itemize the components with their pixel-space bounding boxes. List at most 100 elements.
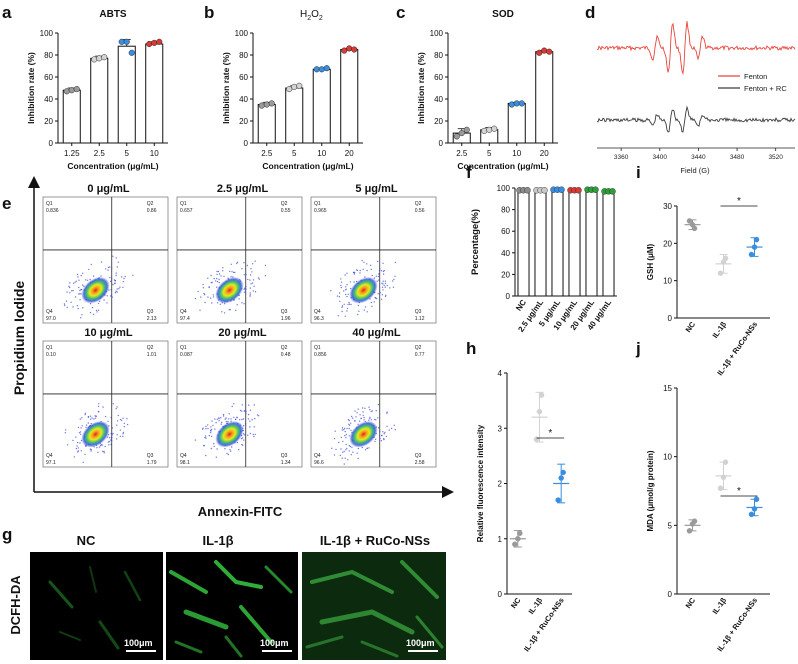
flow-q3-value: 1.34 [281,460,291,466]
flow-event-dot [84,412,87,414]
flow-event-dot [394,275,396,277]
flow-event-dot [392,280,394,282]
flow-event-dot [211,302,213,304]
flow-event-dot [362,411,364,413]
flow-q4-value: 97.0 [46,316,56,322]
fluor-ytick-label: 0 [498,590,503,599]
flow-event-dot [112,283,114,286]
flow-event-dot [346,310,348,312]
flow-event-dot [222,267,224,269]
fluor-xtick-label: NC [509,596,523,611]
flow-event-dot [347,293,349,295]
flow-event-dot [357,457,359,460]
flow-event-dot [239,409,242,412]
abts-ytick-label: 100 [40,29,54,38]
flow-event-dot [208,434,210,437]
flow-density-cloud [215,276,244,304]
pct-ytick-label: 60 [501,227,510,236]
flow-event-dot [339,300,341,302]
flow-event-dot [357,313,359,316]
flow-event-dot [330,290,332,292]
flow-event-dot [212,294,214,296]
epr-xtick-label: 3440 [691,154,706,161]
flow-event-dot [353,273,356,275]
flow-event-dot [394,261,397,264]
abts-point [63,88,70,95]
flow-event-dot [213,445,215,448]
flow-event-dot [355,416,357,418]
panel-letter-j: j [635,339,641,358]
flow-event-dot [380,440,383,442]
flow-event-dot [214,418,216,420]
flow-cytometry-grid: Propidium Iodide Annexin-FITC 0 μg/mLQ10… [11,176,454,519]
flow-event-dot [204,301,206,304]
flow-event-dot [212,424,214,427]
h2o2-title: H2O2 [300,9,323,22]
flow-event-dot [247,434,249,436]
pct-bar [534,190,547,297]
flow-event-dot [114,279,117,282]
flow-event-dot [218,278,220,281]
h2o2-point [341,47,348,54]
flow-event-dot [253,404,255,406]
flow-event-dot [82,272,84,274]
pct-bar [551,190,564,297]
flow-event-dot [123,277,125,280]
pct-point [541,187,548,194]
flow-event-dot [117,414,120,417]
flow-event-dot [358,310,360,312]
h2o2-point [351,46,358,53]
h2o2-xtick-label: 10 [317,149,326,158]
flow-density-cloud [349,276,378,304]
flow-event-dot [223,312,226,314]
flow-event-dot [250,268,252,270]
flow-event-dot [107,269,109,271]
flow-event-dot [81,314,83,316]
flow-event-dot [79,442,81,444]
h2o2-point [268,100,275,107]
flow-event-dot [249,294,251,296]
flow-event-dot [381,434,383,437]
mda-point [753,496,760,502]
flow-event-dot [386,284,388,287]
h2o2-point [286,86,293,93]
gsh-point [689,221,696,228]
sod-y-label: Inhibition rate (%) [416,52,426,124]
flow-event-dot [383,437,385,440]
flow-event-dot [100,275,102,277]
flow-event-dot [341,310,343,313]
flow-event-dot [374,418,376,421]
fluor-cells-il1b [169,560,293,658]
flow-event-dot [378,269,381,272]
flow-event-dot [243,287,246,289]
flow-q3-label: Q3 [281,453,288,459]
flow-event-dot [382,289,384,291]
flow-event-dot [243,291,246,293]
flow-event-dot [223,275,225,278]
flow-event-dot [228,309,230,311]
flow-event-dot [243,288,245,291]
flow-event-dot [112,432,114,435]
flow-event-dot [87,422,90,424]
flow-event-dot [243,410,246,412]
flow-event-dot [216,280,219,283]
fluor-cells-nc [48,566,142,650]
flow-event-dot [80,293,82,295]
sod-xtick-label: 20 [540,149,549,158]
flow-q4-value: 97.1 [46,460,56,466]
flow-event-dot [216,448,218,450]
mda-point [689,521,696,527]
flow-event-dot [111,296,113,298]
h2o2-point [318,66,325,73]
flow-event-dot [80,289,83,291]
flow-event-dot [87,415,90,418]
flow-event-dot [371,274,373,277]
flow-event-dot [122,431,125,434]
flow-event-dot [211,420,213,422]
flow-q3-label: Q3 [147,453,154,459]
fenton-spectrum-line [596,21,796,76]
mda-point [686,528,693,534]
fluor-point [555,497,561,503]
flow-event-dot [215,280,217,282]
